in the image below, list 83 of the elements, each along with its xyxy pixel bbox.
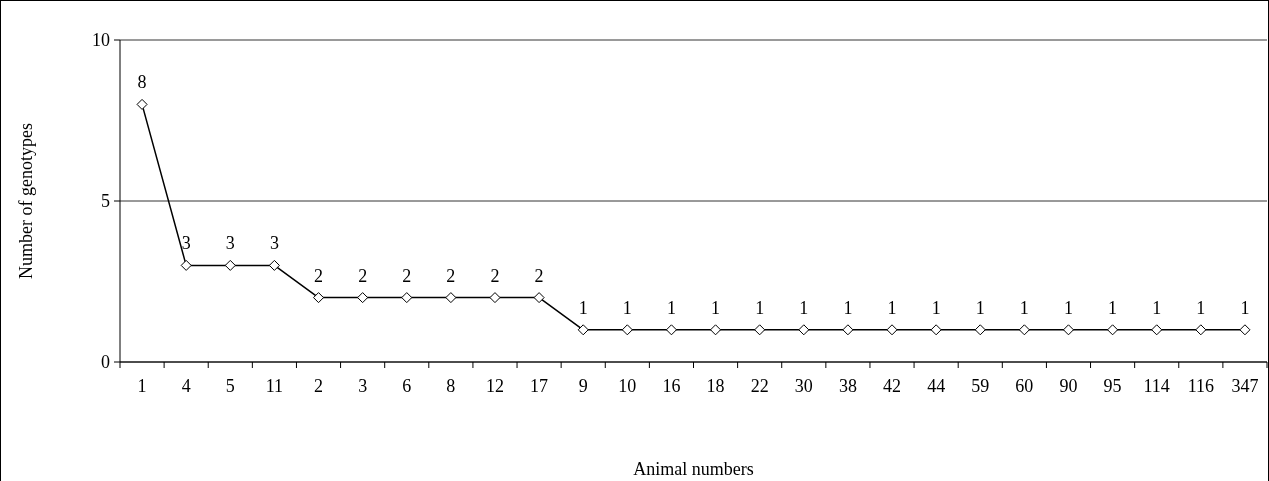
point [886,324,898,336]
x-tick-label: 9 [578,376,588,396]
y-tick-label: 0 [101,352,110,373]
x-tick-label: 347 [1231,376,1259,396]
x-tick-label: 11 [265,376,284,396]
x-tick-label: 95 [1103,376,1122,396]
data-label: 1 [1063,297,1073,318]
x-tick-label: 116 [1187,376,1214,396]
point [1062,324,1074,336]
data-label: 1 [931,297,941,318]
x-tick-label: 2 [314,376,324,396]
data-label: 1 [711,297,721,318]
data-label: 1 [622,297,632,318]
y-axis-title: Number of genotypes [16,123,36,279]
data-label: 3 [269,233,279,254]
point [1107,324,1119,336]
point [1018,324,1030,336]
point [401,292,413,304]
point [798,324,810,336]
x-tick-label: 18 [706,376,725,396]
point [136,98,148,110]
point [313,292,325,304]
data-label: 1 [1019,297,1029,318]
point [665,324,677,336]
data-label: 1 [1196,297,1206,318]
point [489,292,501,304]
point [1239,324,1251,336]
point [710,324,722,336]
point [577,324,589,336]
x-tick-label: 4 [181,376,191,396]
point [224,259,236,271]
data-label: 8 [137,72,147,93]
data-label: 2 [534,265,544,286]
data-label: 1 [1240,297,1250,318]
x-tick-label: 17 [530,376,549,396]
point [621,324,633,336]
data-label: 1 [799,297,809,318]
x-tick-label: 12 [485,376,504,396]
data-label: 1 [887,297,897,318]
x-tick-label: 1 [137,376,147,396]
x-tick-label: 44 [927,376,946,396]
x-tick-label: 114 [1143,376,1170,396]
x-tick-label: 42 [883,376,902,396]
x-tick-label: 38 [838,376,857,396]
x-axis-title: Animal numbers [633,459,754,479]
data-label: 1 [755,297,765,318]
x-tick-label: 22 [750,376,769,396]
x-tick-label: 10 [618,376,637,396]
point [268,259,280,271]
x-tick-label: 90 [1059,376,1078,396]
data-label: 1 [975,297,985,318]
data-label: 3 [225,233,235,254]
data-label: 1 [1108,297,1118,318]
data-label: 1 [843,297,853,318]
data-label: 2 [402,265,412,286]
point [930,324,942,336]
data-label: 2 [358,265,368,286]
point [754,324,766,336]
point [533,292,545,304]
point [357,292,369,304]
point [974,324,986,336]
data-label: 1 [578,297,588,318]
x-tick-label: 60 [1015,376,1034,396]
x-tick-label: 16 [662,376,681,396]
x-tick-label: 30 [794,376,813,396]
y-tick-label: 10 [92,30,110,51]
data-label: 1 [666,297,676,318]
data-label: 3 [181,233,191,254]
data-label: 2 [490,265,500,286]
point [445,292,457,304]
point [180,259,192,271]
x-tick-label: 3 [358,376,368,396]
data-label: 2 [446,265,456,286]
x-tick-label: 5 [225,376,235,396]
point [842,324,854,336]
point [1195,324,1207,336]
x-tick-label: 59 [971,376,990,396]
data-label: 1 [1152,297,1162,318]
x-tick-label: 8 [446,376,456,396]
data-label: 2 [314,265,324,286]
x-tick-label: 6 [402,376,412,396]
point [1151,324,1163,336]
y-tick-label: 5 [101,191,110,212]
